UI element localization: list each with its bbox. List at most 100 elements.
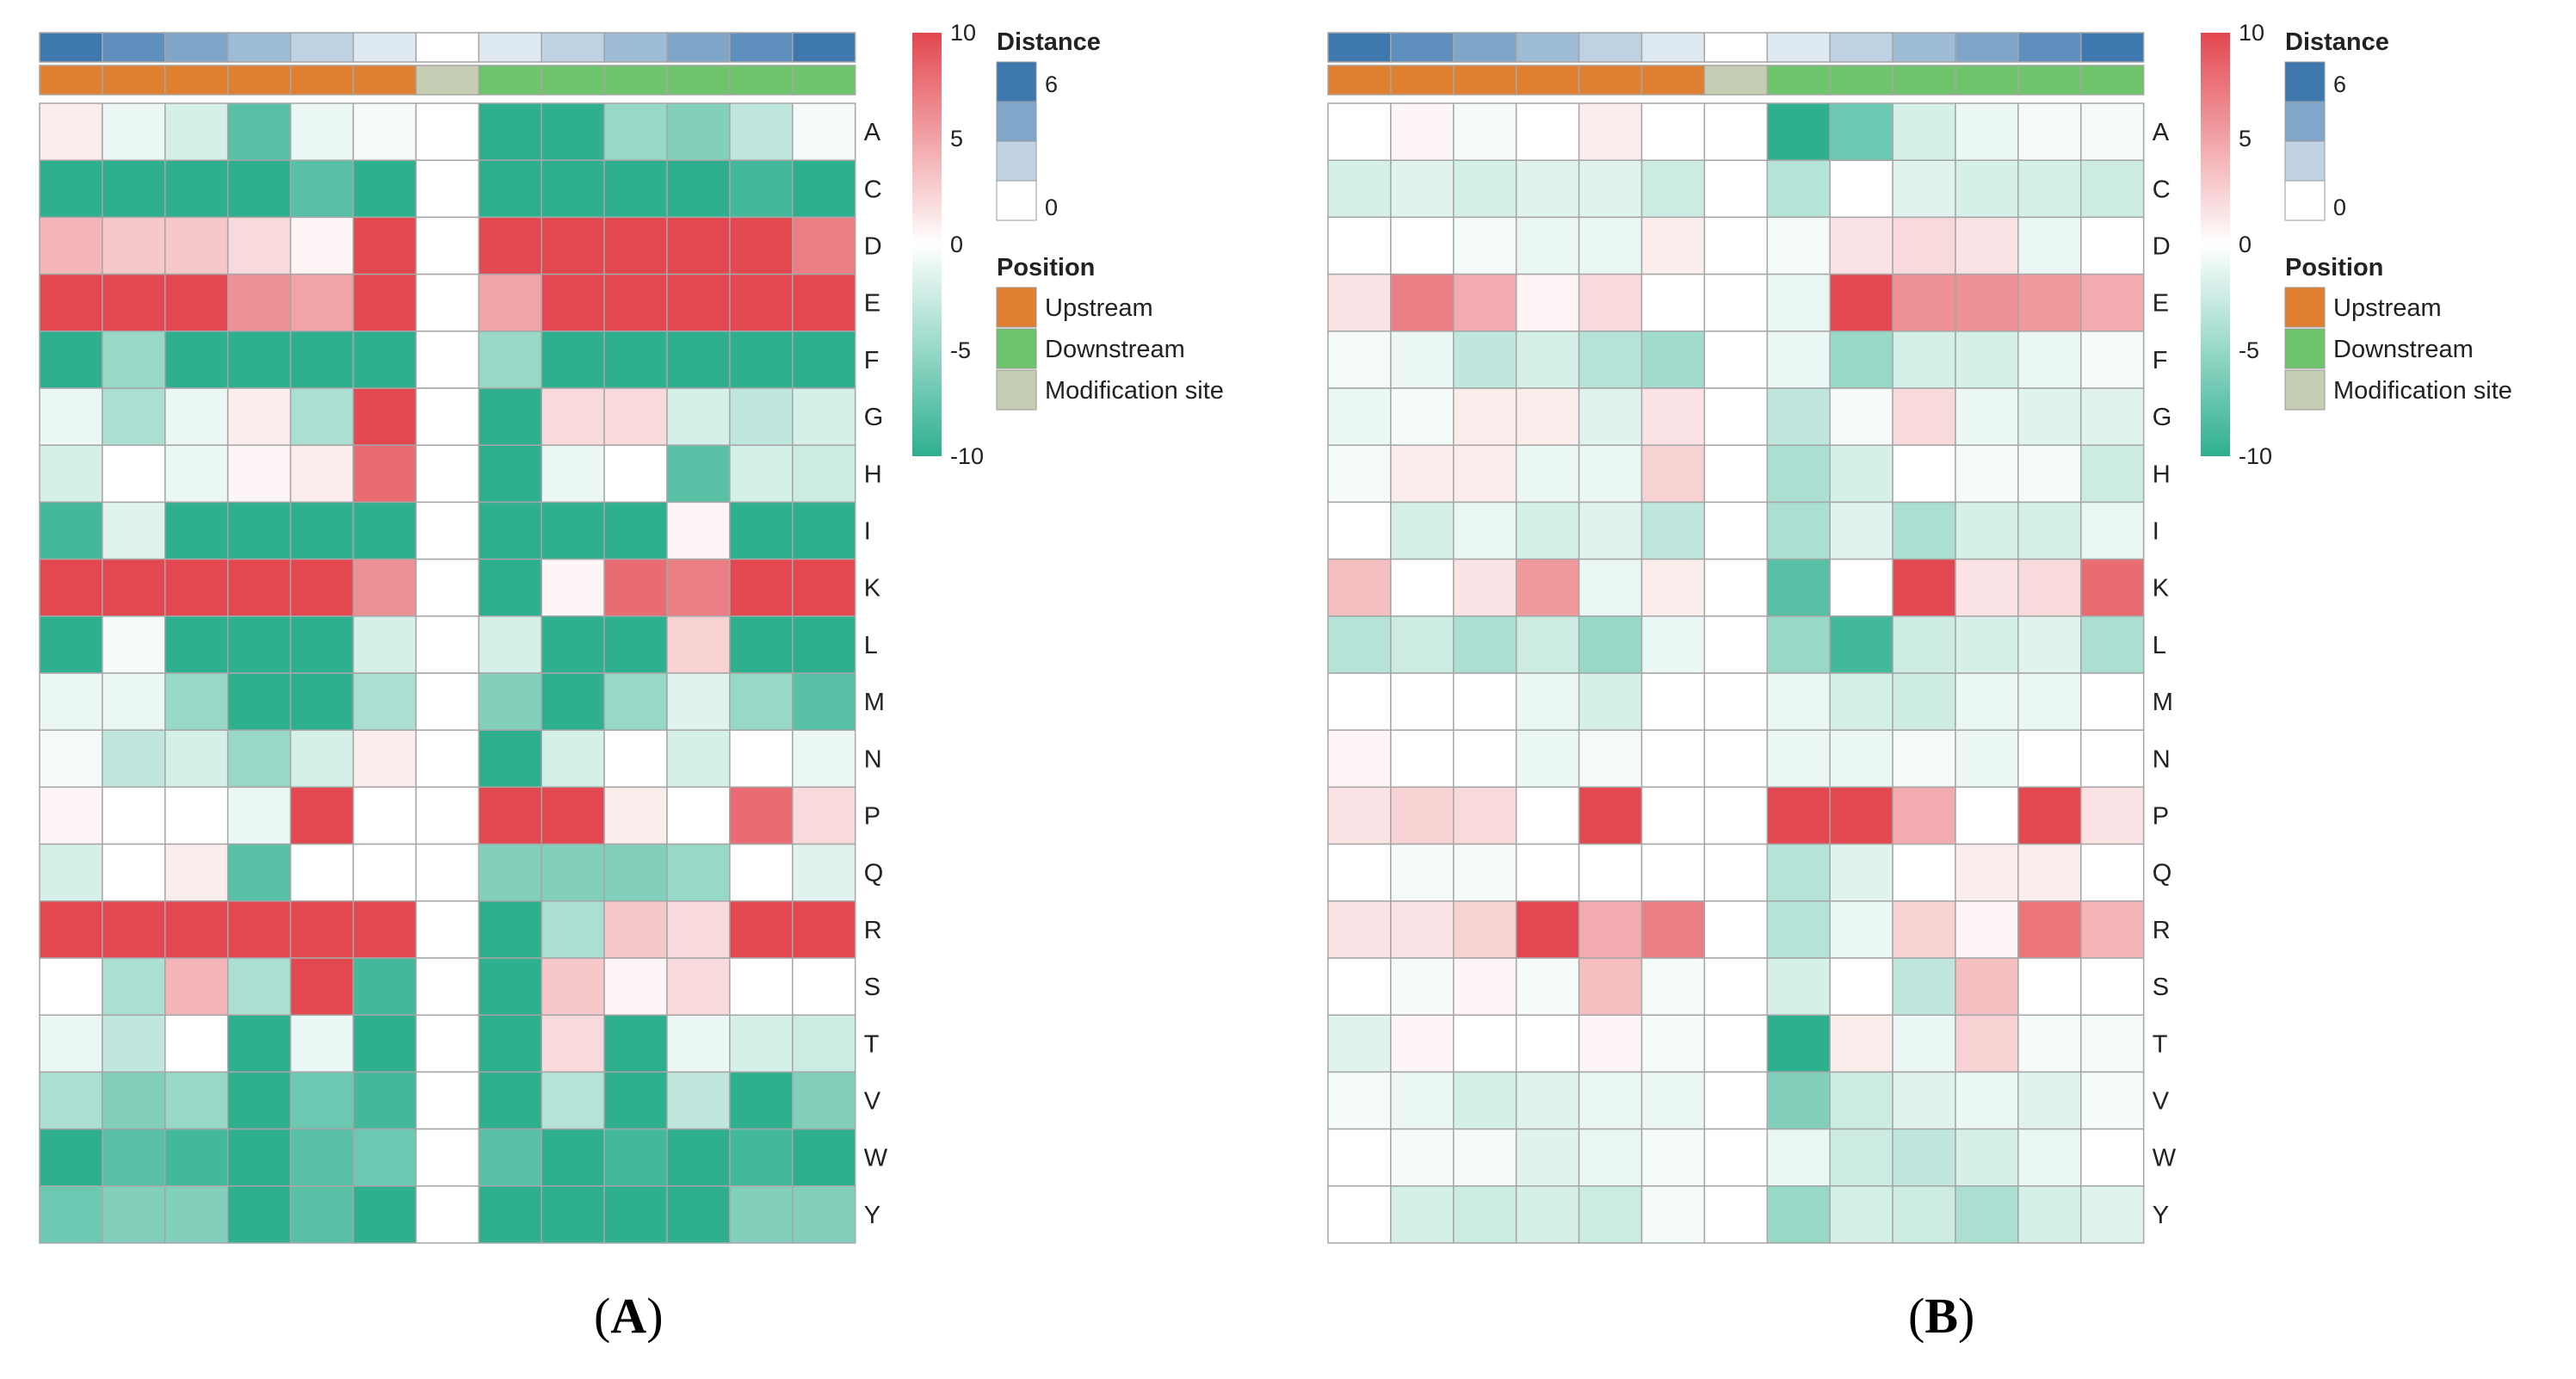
distance-cell--1	[1640, 32, 1706, 63]
heatmap-cell-K--2	[289, 558, 355, 617]
heatmap-cell-K--6	[39, 558, 103, 617]
position-legend-label-0: Upstream	[2333, 294, 2442, 322]
row-label-G: G	[2153, 404, 2172, 431]
position-legend-swatch-1	[2284, 328, 2326, 369]
heatmap-cell-C--3	[1515, 159, 1580, 219]
row-label-R: R	[864, 917, 882, 944]
heatmap-cell-I-1	[1766, 501, 1831, 560]
heatmap-cell-S-5	[729, 957, 794, 1016]
heatmap-cell-C-0	[1703, 159, 1769, 219]
heatmap-cell-H-2	[541, 444, 605, 504]
heatmap-cell-R-3	[1892, 900, 1956, 959]
heatmap-cell-W-1	[478, 1128, 542, 1187]
heatmap-cell-C--2	[1578, 159, 1643, 219]
position-cell-1	[478, 65, 542, 96]
heatmap-cell-G-5	[729, 387, 794, 446]
heatmap-cell-R-0	[1703, 900, 1769, 959]
heatmap-cell-D-0	[1703, 216, 1769, 275]
heatmap-cell-G--6	[39, 387, 103, 446]
position-cell-6	[2080, 65, 2145, 96]
heatmap-cell-C--4	[164, 159, 229, 219]
heatmap-cell-M--2	[289, 672, 355, 731]
heatmap-cell-D-0	[415, 216, 480, 275]
heatmap-cell-V-2	[541, 1071, 605, 1130]
heatmap-cell-E--4	[1453, 273, 1517, 332]
row-label-A: A	[2153, 119, 2170, 146]
heatmap-cell-Y--4	[164, 1185, 229, 1244]
heatmap-cell-A--5	[102, 102, 166, 161]
heatmap-cell-V-6	[2080, 1071, 2145, 1130]
heatmap-cell-W--1	[1640, 1128, 1706, 1187]
position-cell-3	[603, 65, 668, 96]
heatmap-cell-P--4	[164, 786, 229, 845]
heatmap-cell-H--1	[1640, 444, 1706, 504]
colorbar-tick-4: -10	[2239, 443, 2272, 469]
row-label-Y: Y	[2153, 1202, 2169, 1229]
row-label-N: N	[2153, 745, 2171, 773]
heatmap-cell-R-1	[1766, 900, 1831, 959]
heatmap-cell-I--1	[352, 501, 417, 560]
distance-cell-0	[415, 32, 480, 63]
heatmap-cell-C-1	[478, 159, 542, 219]
heatmap-cell-S-5	[2017, 957, 2082, 1016]
heatmap-cell-E--6	[1327, 273, 1392, 332]
heatmap-cell-S--5	[102, 957, 166, 1016]
panel-label-a: (A)	[594, 1288, 664, 1344]
heatmap-cell-W--6	[39, 1128, 103, 1187]
position-legend: Position Upstream Downstream Modification s…	[996, 254, 1224, 411]
heatmap-cell-Q--6	[39, 843, 103, 902]
heatmap-cell-T--1	[352, 1014, 417, 1073]
heatmap-cell-R-2	[541, 900, 605, 959]
row-label-S: S	[2153, 974, 2169, 1001]
heatmap-cell-D-1	[478, 216, 542, 275]
heatmap-cell-C-5	[729, 159, 794, 219]
heatmap-cell-L--5	[1390, 615, 1455, 674]
heatmap-cell-W-1	[1766, 1128, 1831, 1187]
heatmap-cell-M-3	[1892, 672, 1956, 731]
heatmap-cell-D--5	[1390, 216, 1455, 275]
heatmap-cell-D-4	[666, 216, 731, 275]
heatmap-cell-M--3	[1515, 672, 1580, 731]
row-label-M: M	[2153, 689, 2173, 716]
heatmap-cell-H--4	[1453, 444, 1517, 504]
panel-label-b: (B)	[1908, 1288, 1975, 1344]
heatmap-cell-Y-5	[729, 1185, 794, 1244]
distance-cell-6	[792, 32, 856, 63]
heatmap-cell-T-4	[666, 1014, 731, 1073]
distance-cell-3	[603, 32, 668, 63]
colorbar	[912, 33, 942, 456]
heatmap-cell-H-3	[1892, 444, 1956, 504]
heatmap-cell-D--6	[39, 216, 103, 275]
heatmap-cell-N-4	[1955, 729, 2019, 788]
heatmap-cell-C-2	[1829, 159, 1893, 219]
heatmap-cell-G-3	[603, 387, 668, 446]
heatmap-cell-E-3	[1892, 273, 1956, 332]
heatmap-cell-T--6	[39, 1014, 103, 1073]
heatmap-cell-S--2	[289, 957, 355, 1016]
position-cell--3	[226, 65, 292, 96]
heatmap-cell-F--1	[352, 331, 417, 389]
heatmap-cell-F-3	[1892, 331, 1956, 389]
heatmap-cell-P-1	[478, 786, 542, 845]
heatmap-cell-D-5	[2017, 216, 2082, 275]
position-cell-5	[729, 65, 794, 96]
heatmap-cell-M-1	[478, 672, 542, 731]
heatmap-cell-M--5	[1390, 672, 1455, 731]
heatmap-cell-N-3	[603, 729, 668, 788]
heatmap-cell-H-4	[666, 444, 731, 504]
heatmap-cell-Q--1	[1640, 843, 1706, 902]
distance-cell--2	[1578, 32, 1643, 63]
position-legend-swatch-1	[996, 328, 1037, 369]
heatmap-cell-D--2	[289, 216, 355, 275]
heatmap-cell-F-4	[1955, 331, 2019, 389]
heatmap-cell-L--3	[226, 615, 292, 674]
heatmap-cell-V-4	[666, 1071, 731, 1130]
heatmap-cell-F-6	[792, 331, 856, 389]
heatmap-cell-P-1	[1766, 786, 1831, 845]
heatmap-cell-E--2	[289, 273, 355, 332]
heatmap-cell-Q--4	[1453, 843, 1517, 902]
heatmap-cell-H-1	[478, 444, 542, 504]
heatmap-cell-T--5	[102, 1014, 166, 1073]
colorbar-tick-0: 10	[2239, 20, 2264, 46]
heatmap-cell-D--4	[1453, 216, 1517, 275]
